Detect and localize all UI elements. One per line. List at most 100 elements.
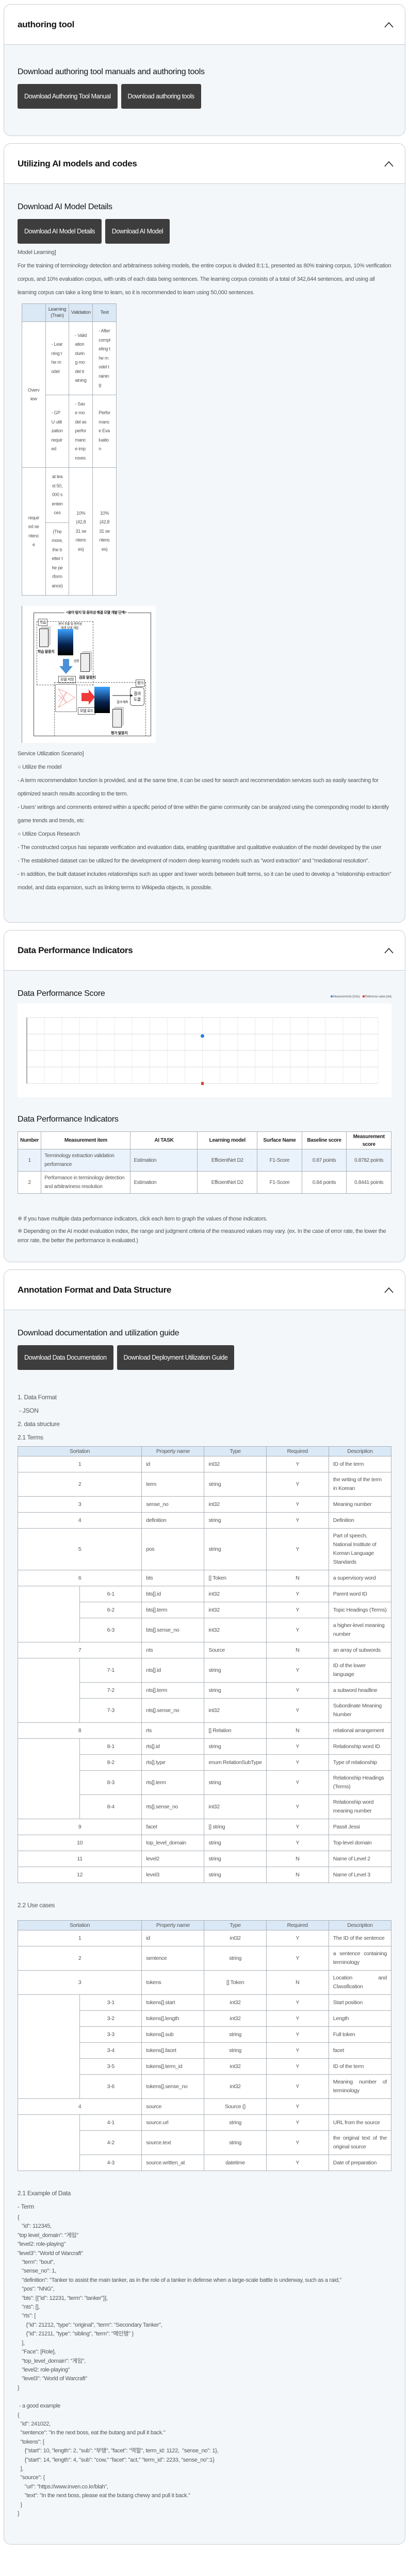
description-cell: Subordinate Meaning Number	[328, 1698, 392, 1723]
type-cell: string	[204, 2026, 267, 2043]
required-cell: Y	[266, 1754, 329, 1771]
property-cell: bts[].sense_no	[141, 1618, 205, 1642]
example-heading: 2.1 Example of Data	[18, 2190, 71, 2197]
description-cell: relational arrangement	[328, 1722, 392, 1739]
sortation-cell: 1	[17, 1456, 142, 1472]
code-line: "rts": [	[18, 2313, 36, 2319]
sortation-cell: 4-3	[79, 2155, 142, 2171]
chevron-up-icon[interactable]	[383, 19, 395, 30]
usecases-table: Sortation Property name Type Required Descri…	[17, 1920, 392, 2171]
table-row[interactable]: 2 Performance in terminology detection an…	[17, 1171, 391, 1194]
legend-item[interactable]: Reference value (dot)	[362, 995, 391, 998]
code-line: "bts": [{"id": 12231, "term": "tanker"}]…	[18, 2295, 108, 2301]
property-cell: level2	[141, 1851, 205, 1867]
arrow-down-icon	[59, 659, 73, 674]
chevron-up-icon[interactable]	[383, 1284, 395, 1296]
description-cell: Definition	[328, 1512, 392, 1529]
chevron-up-icon[interactable]	[383, 945, 395, 956]
property-cell: pos	[141, 1528, 205, 1570]
description-cell: ID of the term	[328, 2058, 392, 2075]
download-authoring-manual-button[interactable]: Download Authoring Tool Manual	[18, 84, 118, 109]
code-line: "top_level_domain": "게임",	[18, 2358, 86, 2364]
table-cell: 10% (42,831 sentences)	[92, 467, 117, 596]
property-cell: bts	[141, 1570, 205, 1586]
diagram-label: 검증	[74, 660, 79, 663]
required-cell: Y	[266, 1456, 329, 1472]
type-cell: string	[204, 1658, 267, 1683]
group-cell	[17, 1994, 80, 2099]
description-cell: Top-level domain	[328, 1835, 392, 1851]
table-row[interactable]: 1 Terminology extraction validation perfo…	[17, 1149, 391, 1172]
type-cell: int32	[204, 1456, 267, 1472]
download-utilization-guide-button[interactable]: Download Deployment Utilization Guide	[117, 1345, 235, 1370]
type-cell: int32	[204, 1586, 267, 1602]
description-cell: Relationship word meaning number	[328, 1794, 392, 1819]
diagram-label: 모델 로드	[78, 707, 96, 715]
legend-item[interactable]: Measurements (Dots)	[330, 995, 360, 998]
property-cell: tokens[].term_id	[141, 2058, 205, 2075]
download-authoring-tools-button[interactable]: Download authoring tools	[121, 84, 201, 109]
code-line: "url": "https://www.inven.co.kr/blah",	[18, 2483, 108, 2490]
table-cell: - After completing the model training	[92, 321, 117, 395]
property-cell: nts[].term	[141, 1682, 205, 1699]
type-cell: enum RelationSubType	[204, 1754, 267, 1771]
performance-header[interactable]: Data Performance Indicators	[4, 930, 405, 971]
table-row: 4 definition string Y Definition	[17, 1512, 392, 1529]
table-row: 5 pos string Y Part of speech, National Inst…	[17, 1528, 392, 1570]
code-line: "term": "bout",	[18, 2259, 55, 2266]
terms-table: Sortation Property name Type Required Descri…	[17, 1446, 392, 1883]
description-cell: ID of the lower language	[328, 1658, 392, 1683]
table-row: 1 id int32 Y ID of the term	[17, 1456, 392, 1472]
required-cell: N	[266, 1570, 329, 1586]
chevron-up-icon[interactable]	[383, 158, 395, 170]
section-heading: Download authoring tool manuals and auth…	[18, 67, 205, 76]
note: ※ If you have multiple data performance …	[18, 1216, 268, 1222]
code-line: {	[18, 2412, 20, 2418]
property-cell: sense_no	[141, 1496, 205, 1513]
code-line: "sentence": "In the next boss, eat the b…	[18, 2430, 166, 2436]
description-cell: Relationship Headings (Terms)	[328, 1770, 392, 1795]
table-header: Required	[266, 1920, 329, 1930]
code-line: "pos": "NNG",	[18, 2286, 55, 2293]
type-cell: int32	[204, 2058, 267, 2075]
download-ai-model-button[interactable]: Download AI Model	[105, 219, 170, 244]
property-cell: level3	[141, 1867, 205, 1883]
required-cell: Y	[266, 1528, 329, 1570]
type-cell: int32	[204, 1496, 267, 1513]
ai-models-header[interactable]: Utilizing AI models and codes	[4, 144, 405, 184]
performance-chart	[18, 1004, 391, 1097]
measurement-point	[201, 1034, 204, 1038]
annotation-header[interactable]: Annotation Format and Data Structure	[4, 1270, 405, 1310]
table-row: 10 top_level_domain string Y Top-level domai…	[17, 1835, 392, 1851]
table-cell: EfficientNet D2	[197, 1149, 258, 1172]
download-data-documentation-button[interactable]: Download Data Documentation	[18, 1345, 113, 1370]
required-cell: Y	[266, 2010, 329, 2027]
required-cell: N	[266, 1970, 329, 1995]
note: ※ Depending on the AI model evaluation i…	[18, 1228, 386, 1244]
sortation-cell: 6-1	[79, 1586, 142, 1602]
type-cell: string	[204, 1946, 267, 1971]
required-cell: Y	[266, 1819, 329, 1835]
description-cell: Passit Jessi	[328, 1819, 392, 1835]
description-cell: the original text of the original source	[328, 2130, 392, 2155]
diagram-label: 학습	[38, 619, 48, 626]
property-cell: nts[].sense_no	[141, 1698, 205, 1723]
required-cell: Y	[266, 1472, 329, 1497]
property-cell: term	[141, 1472, 205, 1497]
sortation-cell: 3-3	[79, 2026, 142, 2043]
table-cell: - Save model as performance improves	[69, 394, 93, 468]
performance-table: Number Measurement item AI TASK Learning mo…	[17, 1131, 391, 1194]
model-development-diagram: <용어 탐지 및 중의성 해결 모델 개발 단계> 학습 용어 추출 및 중의성…	[22, 606, 156, 743]
section-heading: Download AI Model Details	[18, 202, 112, 211]
usecase-heading: 2.2 Use cases	[18, 1902, 55, 1909]
code-line: "Face": [Role],	[18, 2349, 56, 2355]
type-cell: int32	[204, 1794, 267, 1819]
description-cell: Topic Headings (Terms)	[328, 1602, 392, 1618]
sortation-cell: 9	[17, 1819, 142, 1835]
download-ai-model-details-button[interactable]: Download AI Model Details	[18, 219, 102, 244]
type-cell: int32	[204, 1602, 267, 1618]
code-line: "level3": "World of Warcraft"	[18, 2250, 83, 2257]
ai-models-section: Utilizing AI models and codes Download A…	[4, 143, 405, 923]
authoring-tool-header[interactable]: authoring tool	[4, 5, 405, 45]
